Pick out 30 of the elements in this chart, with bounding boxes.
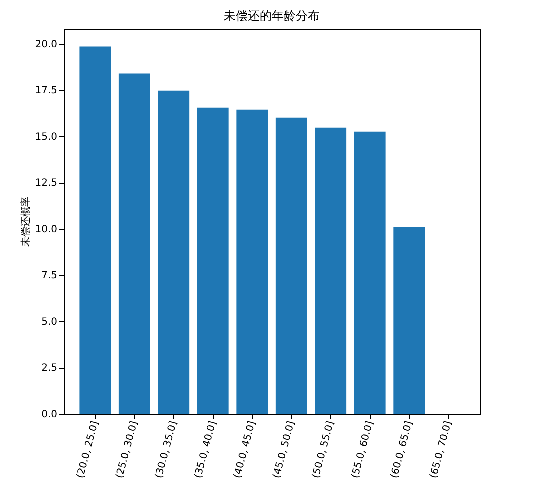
bar (80, 46, 112, 414)
y-tick-label: 15.0 (35, 132, 58, 143)
y-axis-title: 未偿还概率 (20, 197, 32, 247)
x-tick-label: (65.0, 70.0] (428, 420, 454, 480)
bar (118, 74, 150, 414)
y-tick-label: 2.5 (42, 363, 58, 374)
x-tick-label: (45.0, 50.0] (272, 420, 298, 480)
x-tick-label: (40.0, 45.0] (232, 420, 258, 480)
bar (315, 128, 347, 414)
x-tick-label: (60.0, 65.0] (389, 420, 416, 480)
y-tick-label: 0.0 (42, 410, 58, 420)
bar (354, 132, 386, 414)
bar (158, 90, 190, 414)
bar (394, 227, 426, 414)
bar (197, 108, 229, 414)
y-tick-label: 7.5 (42, 270, 58, 282)
x-tick-label: (35.0, 40.0] (193, 420, 219, 480)
bar (236, 110, 268, 414)
x-tick-label: (55.0, 60.0] (350, 420, 376, 480)
y-tick-label: 17.5 (35, 86, 58, 97)
bar (276, 118, 308, 414)
y-tick-label: 10.0 (35, 224, 58, 236)
x-tick-label: (25.0, 30.0] (114, 420, 140, 480)
y-tick-label: 20.0 (35, 39, 58, 50)
chart-title: 未偿还的年龄分布 (224, 9, 320, 23)
x-tick-label: (50.0, 55.0] (310, 420, 337, 480)
x-tick-label: (20.0, 25.0] (75, 420, 102, 480)
y-tick-label: 5.0 (42, 316, 58, 328)
y-tick-label: 12.5 (35, 178, 58, 190)
x-tick-label: (30.0, 35.0] (154, 420, 180, 480)
